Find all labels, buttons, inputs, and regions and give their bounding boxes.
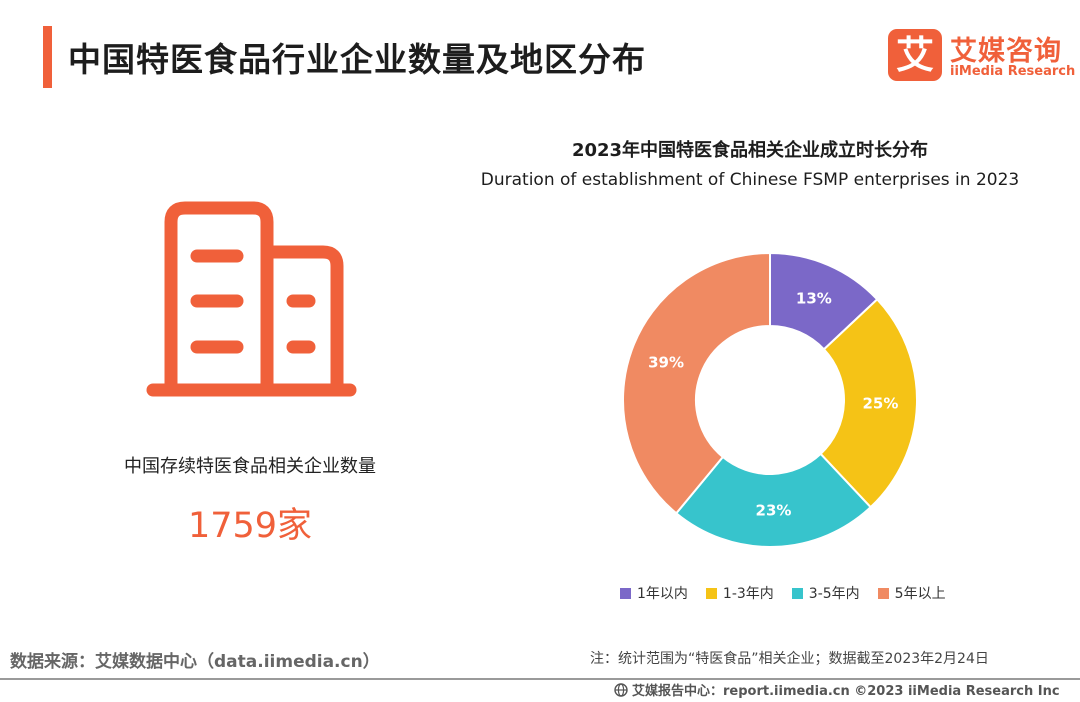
- donut-chart: 13% 25% 23% 39%: [622, 251, 918, 548]
- legend-item: 1-3年内: [705, 583, 774, 603]
- brand-logo: 艾 艾媒咨询 iiMedia Research: [888, 28, 1075, 84]
- chart-legend: 1年以内 1-3年内 3-5年内 5年以上: [620, 583, 946, 603]
- donut-slice: [622, 251, 771, 515]
- chart-subtitle: Duration of establishment of Chinese FSM…: [480, 170, 1020, 190]
- footer-divider: [0, 678, 1080, 680]
- legend-item: 1年以内: [620, 583, 688, 603]
- chart-title: 2023年中国特医食品相关企业成立时长分布: [571, 140, 929, 161]
- slice-value-label: 39%: [648, 354, 684, 372]
- legend-swatch: [620, 587, 631, 599]
- slice-value-label: 13%: [796, 290, 832, 308]
- data-source: 数据来源：艾媒数据中心（data.iimedia.cn）: [10, 652, 380, 672]
- legend-item: 5年以上: [877, 583, 946, 603]
- office-building-icon: [146, 201, 357, 397]
- enterprise-count-value: 1759家: [187, 506, 313, 546]
- legend-item: 3-5年内: [791, 583, 860, 603]
- legend-label: 3-5年内: [808, 586, 860, 602]
- page-title: 中国特医食品行业企业数量及地区分布: [68, 40, 646, 79]
- legend-label: 5年以上: [894, 586, 946, 602]
- chart-note: 注：统计范围为“特医食品”相关企业；数据截至2023年2月24日: [590, 651, 989, 667]
- slice-value-label: 23%: [756, 501, 792, 519]
- legend-swatch: [791, 587, 803, 599]
- brand-name-cn: 艾媒咨询: [950, 36, 1062, 67]
- legend-label: 1年以内: [637, 586, 688, 602]
- title-accent-bar: [43, 26, 52, 88]
- donut-slice: [819, 297, 918, 509]
- slice-value-label: 25%: [862, 394, 898, 412]
- legend-swatch: [705, 587, 717, 599]
- globe-icon: [614, 682, 628, 697]
- brand-mark-icon: 艾: [888, 29, 942, 81]
- footer-report: 艾媒报告中心：report.iimedia.cn ©2023 iiMedia R…: [614, 680, 1060, 699]
- legend-swatch: [877, 587, 889, 599]
- enterprise-count-label: 中国存续特医食品相关企业数量: [124, 456, 376, 477]
- brand-name-en: iiMedia Research: [950, 64, 1076, 79]
- legend-label: 1-3年内: [722, 586, 774, 602]
- footer-report-text: 艾媒报告中心：report.iimedia.cn ©2023 iiMedia R…: [632, 684, 1060, 699]
- donut-slice: [674, 452, 873, 548]
